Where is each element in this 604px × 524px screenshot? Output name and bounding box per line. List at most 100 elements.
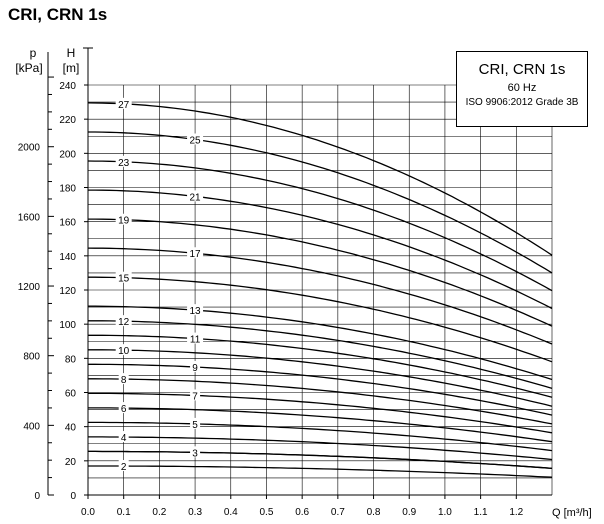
pressure-tick-label: 400 bbox=[23, 421, 40, 432]
pump-curve bbox=[87, 160, 553, 292]
curve-label: 21 bbox=[190, 192, 202, 203]
flow-tick-label: 0.6 bbox=[295, 507, 309, 518]
legend-title: CRI, CRN 1s bbox=[478, 61, 566, 78]
curve-label-bg bbox=[190, 417, 201, 429]
curve-label: 15 bbox=[118, 274, 130, 285]
curve-label: 4 bbox=[121, 433, 127, 444]
flow-tick-label: 1.0 bbox=[438, 507, 452, 518]
head-tick-label: 140 bbox=[59, 252, 76, 263]
head-tick-label: 200 bbox=[59, 149, 76, 160]
legend-frequency: 60 Hz bbox=[507, 82, 537, 94]
pump-curve bbox=[88, 392, 553, 434]
flow-tick-label: 0.1 bbox=[117, 507, 131, 518]
head-tick-label: 40 bbox=[65, 423, 77, 434]
pump-curve bbox=[88, 131, 553, 274]
pressure-axis-unit: [kPa] bbox=[15, 61, 42, 75]
curve-label-bg bbox=[187, 190, 204, 202]
curve-label-bg bbox=[118, 460, 129, 472]
flow-tick-label: 0.3 bbox=[188, 507, 202, 518]
curve-label: 19 bbox=[118, 216, 130, 227]
curve-label: 23 bbox=[118, 158, 130, 169]
pump-curve bbox=[88, 407, 553, 443]
curve-label: 11 bbox=[190, 335, 201, 346]
curve-label: 8 bbox=[121, 375, 127, 386]
flow-tick-label: 0.4 bbox=[224, 507, 238, 518]
flow-axis-label: Q [m³/h] bbox=[552, 507, 592, 519]
head-tick-label: 100 bbox=[59, 320, 76, 331]
pump-curve bbox=[87, 247, 553, 345]
curve-label-bg bbox=[187, 332, 204, 344]
head-axis-unit: [m] bbox=[63, 61, 80, 75]
pump-curve bbox=[88, 305, 553, 381]
curve-label: 2 bbox=[121, 462, 127, 473]
curve-label: 10 bbox=[118, 346, 130, 357]
curves bbox=[87, 102, 553, 478]
pressure-tick-label: 0 bbox=[34, 491, 40, 502]
curve-label-bg bbox=[115, 97, 132, 109]
pressure-tick-label: 1200 bbox=[18, 282, 41, 293]
curve-label: 7 bbox=[192, 391, 198, 402]
curve-label: 27 bbox=[118, 100, 130, 111]
flow-tick-label: 0.2 bbox=[152, 507, 166, 518]
flow-tick-label: 1.2 bbox=[509, 507, 523, 518]
flow-tick-label: 0.5 bbox=[260, 507, 274, 518]
head-tick-label: 0 bbox=[70, 491, 76, 502]
legend-box: CRI, CRN 1s 60 Hz ISO 9906:2012 Grade 3B bbox=[456, 51, 588, 127]
flow-tick-label: 0.8 bbox=[367, 507, 381, 518]
head-tick-label: 180 bbox=[59, 184, 76, 195]
curve-label-bg bbox=[115, 155, 132, 167]
curve-label: 5 bbox=[192, 420, 198, 431]
pump-curve bbox=[88, 378, 553, 425]
pressure-tick-label: 1600 bbox=[18, 212, 41, 223]
head-tick-label: 60 bbox=[65, 389, 77, 400]
curve-label-bg bbox=[115, 344, 132, 356]
axes: p [kPa] H [m] Q [m³/h] 02040608010012014… bbox=[15, 46, 591, 519]
curve-label-bg bbox=[115, 315, 132, 327]
pump-curve bbox=[88, 436, 553, 461]
curve-label-bg bbox=[187, 133, 204, 145]
pump-curve bbox=[88, 465, 553, 478]
curve-label-bg bbox=[118, 431, 129, 443]
pump-curve bbox=[88, 320, 553, 390]
grid bbox=[88, 84, 553, 495]
curve-label: 3 bbox=[192, 448, 198, 459]
flow-tick-label: 0.0 bbox=[81, 507, 95, 518]
pump-curve bbox=[88, 450, 553, 470]
curve-label-bg bbox=[190, 446, 201, 458]
pressure-tick-label: 2000 bbox=[18, 143, 41, 154]
head-tick-label: 160 bbox=[59, 218, 76, 229]
page-title: CRI, CRN 1s bbox=[8, 5, 108, 24]
flow-tick-label: 0.9 bbox=[402, 507, 416, 518]
curve-label: 13 bbox=[190, 306, 202, 317]
curve-label-bg bbox=[118, 373, 129, 385]
pump-curve bbox=[88, 363, 553, 416]
head-tick-label: 20 bbox=[65, 457, 77, 468]
pressure-axis-label: p bbox=[30, 46, 37, 60]
curve-label: 6 bbox=[121, 404, 127, 415]
curve-label-bg bbox=[115, 213, 132, 225]
pump-curve bbox=[88, 349, 553, 407]
pump-curve bbox=[88, 276, 553, 363]
flow-tick-label: 1.1 bbox=[474, 507, 488, 518]
pump-curve bbox=[87, 102, 553, 256]
head-tick-label: 220 bbox=[59, 115, 76, 126]
legend-standard: ISO 9906:2012 Grade 3B bbox=[465, 97, 579, 108]
pump-curve bbox=[88, 421, 553, 452]
flow-tick-label: 0.7 bbox=[331, 507, 345, 518]
curve-label-bg bbox=[115, 271, 132, 283]
pump-curve bbox=[88, 334, 553, 398]
pump-curve bbox=[88, 189, 553, 310]
curve-label-bg bbox=[190, 361, 201, 373]
curve-label: 9 bbox=[192, 363, 198, 374]
head-tick-label: 240 bbox=[59, 81, 76, 92]
head-tick-label: 80 bbox=[65, 354, 77, 365]
pressure-tick-label: 800 bbox=[23, 352, 40, 363]
head-axis-label: H bbox=[67, 46, 76, 60]
curve-label-bg bbox=[190, 389, 201, 401]
curve-label: 25 bbox=[190, 135, 202, 146]
curve-label-bg bbox=[187, 247, 204, 259]
curve-label: 17 bbox=[190, 249, 202, 260]
head-tick-label: 120 bbox=[59, 286, 76, 297]
